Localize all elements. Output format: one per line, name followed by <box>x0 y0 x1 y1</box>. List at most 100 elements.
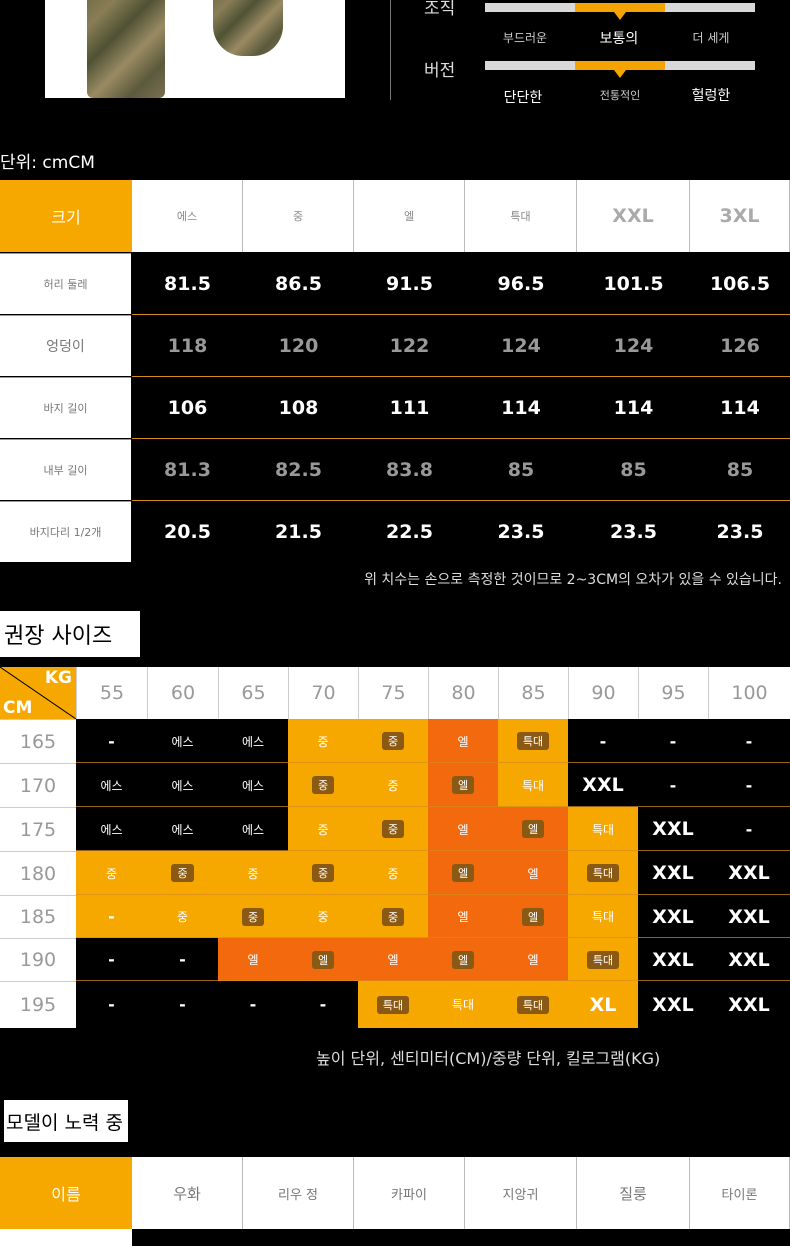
recommend-size: 특대 <box>591 910 615 924</box>
recommend-size: 중 <box>317 910 329 924</box>
recommend-cell: 중 <box>288 719 358 763</box>
size-cell: 106.5 <box>709 272 771 295</box>
recommend-cell: 중 <box>358 851 428 895</box>
recommend-cell: 엘 <box>428 763 498 807</box>
recommend-cell: 특대 <box>498 763 568 807</box>
size-cell: 126 <box>720 334 760 357</box>
recommend-cell: 중 <box>147 895 218 938</box>
size-row-label: 바지 길이 <box>0 377 131 438</box>
recommend-size: 중 <box>387 778 399 793</box>
recommend-cell: 중 <box>358 895 428 938</box>
recommend-size: 에스 <box>100 778 123 793</box>
recommend-cell: 중 <box>288 895 358 938</box>
divider <box>390 0 391 100</box>
unit-label: 단위: cmCM <box>0 153 95 173</box>
recommend-cell: 엘 <box>428 938 498 981</box>
recommend-cell: - <box>76 719 147 763</box>
recommend-size: 엘 <box>247 953 259 967</box>
recommend-size: 엘 <box>457 734 469 749</box>
height-header: 180 <box>0 851 76 895</box>
weight-header: 95 <box>638 667 708 719</box>
recommend-cell: 중 <box>288 851 358 895</box>
recommend-cell: 엘 <box>498 807 568 851</box>
recommend-size: 에스 <box>241 778 265 793</box>
recommend-size: 에스 <box>241 822 265 837</box>
model-name: 리우 정 <box>243 1157 354 1229</box>
size-cell: 81.3 <box>164 458 211 481</box>
recommend-size: 특대 <box>516 732 550 750</box>
version-loose: 헐렁한 <box>691 88 731 104</box>
size-row-label: 허리 둘레 <box>0 253 131 314</box>
recommend-size: XXL <box>728 948 770 971</box>
recommend-cell: - <box>568 719 638 763</box>
recommend-cell: 특대 <box>568 938 638 981</box>
recommend-size: 중 <box>247 866 259 881</box>
version-slim: 단단한 <box>503 90 543 106</box>
model-name: 질룽 <box>577 1157 690 1229</box>
recommend-cell: 중 <box>147 851 218 895</box>
weight-header: 60 <box>147 667 218 719</box>
recommend-cell: 엘 <box>498 938 568 981</box>
recommend-cell: 에스 <box>218 807 288 851</box>
size-cell: 91.5 <box>386 272 433 295</box>
size-col-header: 중 <box>243 180 354 252</box>
size-col-header: 엘 <box>354 180 465 252</box>
texture-label: 조직 <box>424 0 456 19</box>
recommend-cell: 중 <box>358 763 428 807</box>
recommend-cell: 특대 <box>358 981 428 1028</box>
recommend-size: 엘 <box>527 866 539 881</box>
size-cell: 124 <box>613 334 654 357</box>
recommend-size: 중 <box>317 822 329 837</box>
recommend-cell: 중 <box>76 851 147 895</box>
models-row-label <box>0 1229 132 1246</box>
recommend-size: 엘 <box>521 907 545 926</box>
recommend-size: 중 <box>311 864 335 882</box>
corner-cell: KG CM <box>0 667 76 719</box>
recommend-size: 중 <box>105 866 118 881</box>
size-cell: 108 <box>278 396 319 419</box>
size-cell: 124 <box>501 334 541 357</box>
recommend-size: XXL <box>728 862 770 884</box>
recommend-size: - <box>108 995 115 1014</box>
recommend-size: 특대 <box>586 864 620 882</box>
recommend-cell: - <box>76 895 147 938</box>
recommend-cell: 에스 <box>76 807 147 851</box>
row-divider <box>76 894 790 895</box>
recommend-size: - <box>179 950 186 969</box>
recommend-cell: 엘 <box>218 938 288 981</box>
recommend-size: 특대 <box>516 995 550 1014</box>
recommend-size: - <box>745 775 753 795</box>
recommend-size: 중 <box>381 732 405 750</box>
height-header: 190 <box>0 938 76 981</box>
weight-header: 65 <box>218 667 288 719</box>
recommend-size: - <box>669 775 677 795</box>
recommend-size: - <box>179 995 186 1014</box>
texture-soft: 부드러운 <box>502 31 548 45</box>
texture-scale-bar <box>485 3 755 20</box>
row-divider <box>132 314 790 315</box>
recommend-cell: 에스 <box>218 719 288 763</box>
size-cell: 114 <box>613 396 654 419</box>
recommend-cell: - <box>708 763 790 807</box>
recommend-size: XXL <box>652 905 694 928</box>
recommend-size: - <box>599 731 607 751</box>
recommend-cell: 에스 <box>147 763 218 807</box>
recommend-size: XXL <box>652 948 694 971</box>
recommend-size: 중 <box>241 907 265 926</box>
size-cell: 20.5 <box>164 520 211 543</box>
weight-header: 55 <box>76 667 147 719</box>
recommend-cell: 엘 <box>288 938 358 981</box>
recommend-cell: 중 <box>358 719 428 763</box>
size-cell: 120 <box>278 334 319 357</box>
weight-header: 75 <box>358 667 428 719</box>
recommend-cell: - <box>708 807 790 851</box>
weight-header: 70 <box>288 667 358 719</box>
recommend-cell: 특대 <box>568 807 638 851</box>
size-row-label: 엉덩이 <box>0 315 131 376</box>
recommend-cell: 특대 <box>498 981 568 1028</box>
recommend-size: 에스 <box>241 734 265 749</box>
recommend-size: - <box>669 731 677 751</box>
size-cell: 118 <box>167 334 208 357</box>
recommend-size: 엘 <box>457 910 469 924</box>
recommend-size: 엘 <box>311 950 335 969</box>
